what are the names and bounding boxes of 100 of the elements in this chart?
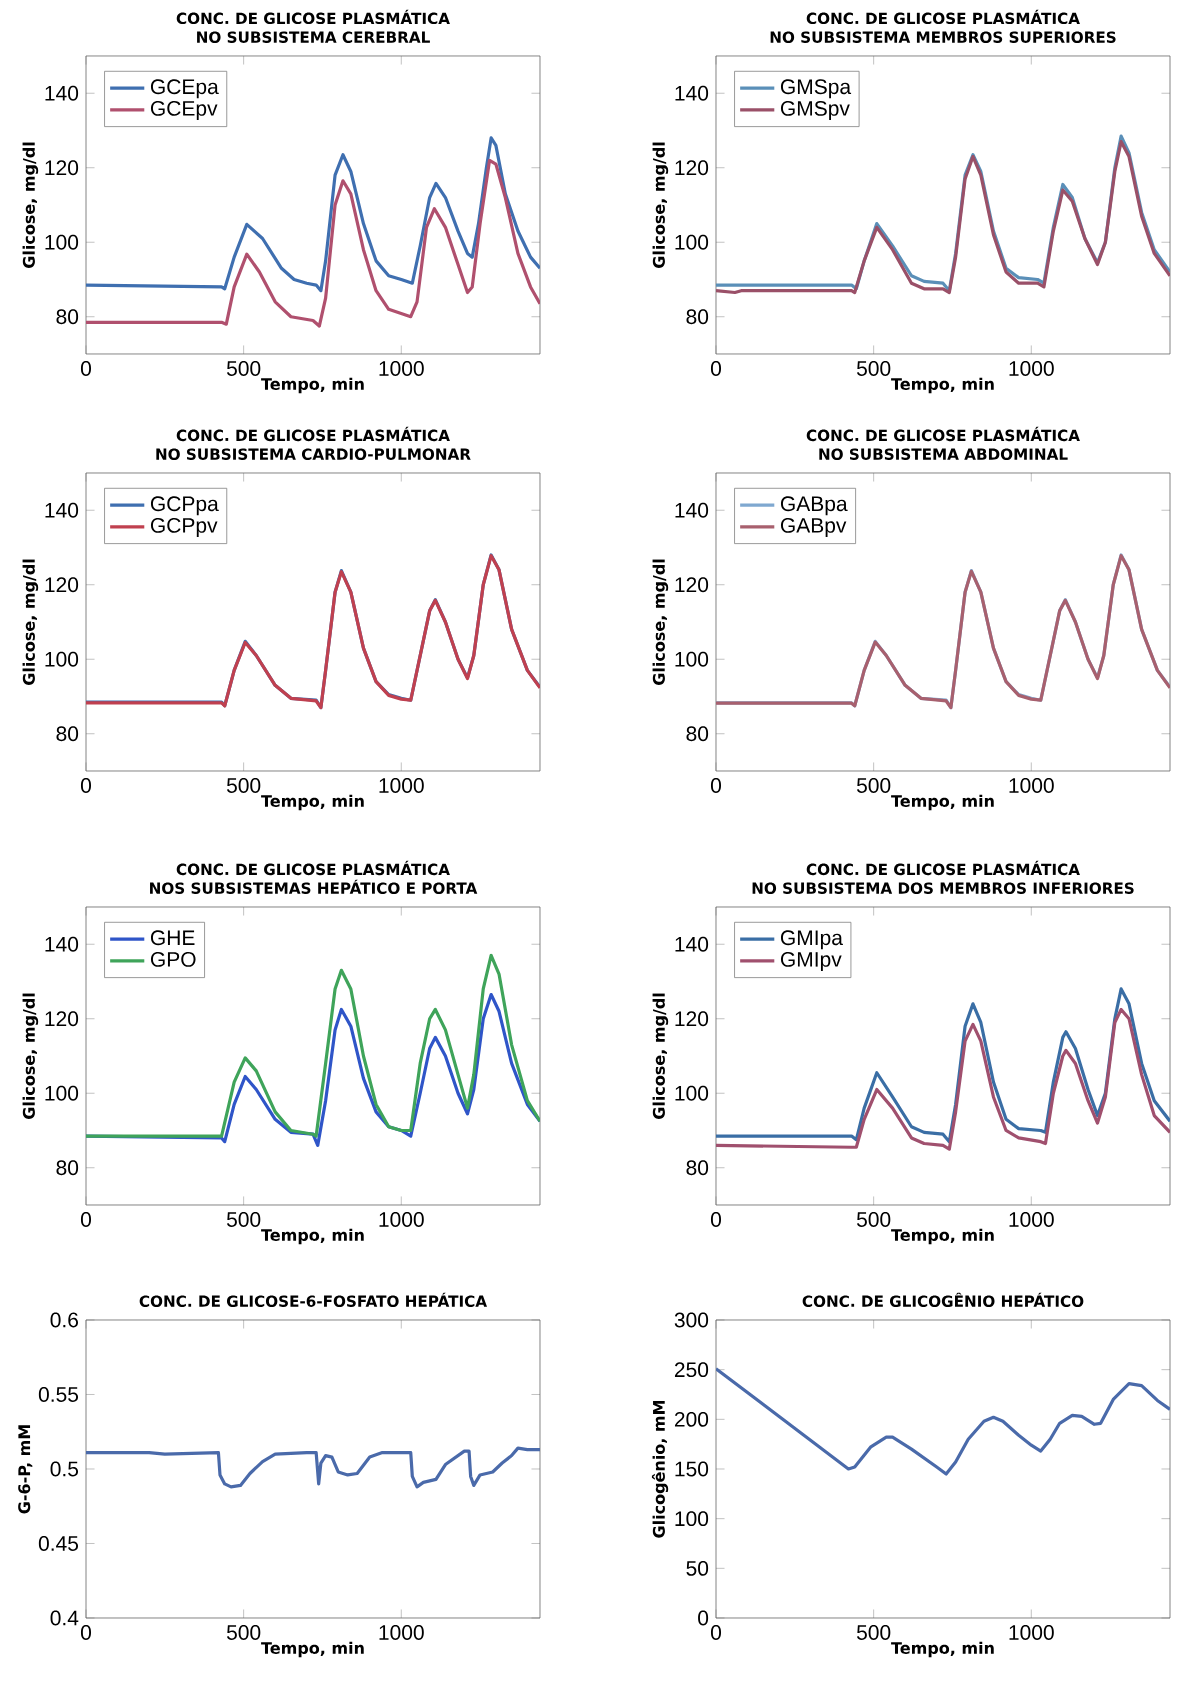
y-tick-label: 0 — [698, 1610, 709, 1626]
x-axis-title: Tempo, min — [261, 1641, 364, 1658]
y-tick-label: 80 — [56, 726, 79, 742]
x-tick-label: 0 — [80, 1212, 92, 1227]
y-axis-title: Glicose, mg/dl — [22, 142, 39, 268]
x-axis-title: Tempo, min — [891, 1228, 994, 1245]
y-tick-label: 140 — [675, 502, 709, 518]
y-tick-label: 200 — [674, 1411, 709, 1427]
y-tick-label: 0.5 — [50, 1461, 79, 1477]
y-tick-label: 0.4 — [50, 1610, 79, 1626]
y-tick-label: 100 — [45, 651, 79, 667]
x-tick-label: 500 — [226, 1625, 261, 1640]
legend-label: GHE — [150, 930, 195, 946]
y-tick-label: 0.45 — [38, 1536, 79, 1551]
chart-subtitle: NO SUBSISTEMA DOS MEMBROS INFERIORES — [752, 882, 1134, 894]
x-tick-label: 1000 — [379, 361, 424, 376]
y-axis-title: Glicose, mg/dl — [652, 142, 669, 268]
y-tick-label: 80 — [686, 309, 709, 325]
x-axis-title: Tempo, min — [891, 377, 994, 394]
y-tick-label: 100 — [45, 1085, 79, 1101]
legend-label: GABpv — [780, 517, 847, 537]
legend-label: GMSpa — [780, 79, 852, 99]
x-tick-label: 1000 — [379, 1625, 424, 1640]
x-axis-title: Tempo, min — [261, 377, 364, 394]
x-tick-label: 1000 — [1009, 1625, 1054, 1640]
y-axis-title: Glicogênio, mM — [651, 1400, 669, 1538]
x-tick-label: 0 — [710, 1212, 722, 1227]
y-axis-title: Glicose, mg/dl — [22, 993, 39, 1119]
legend-label: GCPpa — [150, 496, 219, 516]
y-tick-label: 300 — [674, 1312, 709, 1328]
y-tick-label: 120 — [675, 577, 709, 593]
y-tick-label: 120 — [675, 1011, 709, 1027]
chart-subtitle: NO SUBSISTEMA ABDOMINAL — [819, 448, 1068, 460]
y-axis-title: Glicose, mg/dl — [22, 559, 39, 685]
chart-title: CONC. DE GLICOSE PLASMÁTICA — [176, 426, 450, 442]
chart-title: CONC. DE GLICOGÊNIO HEPÁTICO — [802, 1292, 1084, 1307]
y-axis-title: Glicose, mg/dl — [652, 559, 669, 685]
chart-subtitle: NOS SUBSISTEMAS HEPÁTICO E PORTA — [150, 879, 478, 894]
x-axis-title: Tempo, min — [891, 1641, 994, 1658]
y-tick-label: 80 — [686, 1160, 709, 1176]
y-tick-label: 0.6 — [50, 1312, 79, 1328]
y-tick-label: 250 — [674, 1362, 709, 1378]
x-tick-label: 500 — [856, 1625, 891, 1640]
x-tick-label: 500 — [226, 361, 261, 376]
y-tick-label: 100 — [45, 234, 79, 250]
y-tick-label: 80 — [56, 309, 79, 325]
legend-label: GMIpv — [780, 951, 842, 971]
x-tick-label: 1000 — [1009, 1212, 1054, 1227]
y-tick-label: 140 — [675, 85, 709, 101]
x-tick-label: 500 — [856, 361, 891, 376]
y-tick-label: 100 — [675, 1085, 709, 1101]
legend-label: GPO — [150, 951, 196, 967]
x-tick-label: 500 — [226, 1212, 261, 1227]
x-tick-label: 0 — [710, 1625, 722, 1640]
y-tick-label: 120 — [45, 160, 79, 176]
legend-label: GCEpv — [150, 100, 218, 120]
y-tick-label: 50 — [686, 1560, 709, 1576]
chart-subtitle: NO SUBSISTEMA CEREBRAL — [197, 31, 430, 43]
x-axis-title: Tempo, min — [261, 1228, 364, 1245]
chart-title: CONC. DE GLICOSE PLASMÁTICA — [806, 9, 1080, 25]
x-tick-label: 0 — [710, 361, 722, 376]
legend-label: GCEpa — [150, 79, 219, 99]
chart-title: CONC. DE GLICOSE PLASMÁTICA — [176, 860, 450, 876]
legend-label: GMSpv — [780, 100, 850, 120]
x-tick-label: 0 — [80, 778, 92, 793]
x-tick-label: 1000 — [1009, 778, 1054, 793]
x-tick-label: 500 — [226, 778, 261, 793]
x-axis-title: Tempo, min — [891, 794, 994, 811]
chart-title: CONC. DE GLICOSE-6-FOSFATO HEPÁTICA — [139, 1292, 488, 1307]
y-tick-label: 80 — [686, 726, 709, 742]
y-tick-label: 100 — [675, 651, 709, 667]
y-tick-label: 120 — [45, 1011, 79, 1027]
x-tick-label: 0 — [80, 1625, 92, 1640]
legend-label: GABpa — [780, 496, 848, 516]
x-tick-label: 1000 — [379, 1212, 424, 1227]
y-tick-label: 140 — [45, 936, 79, 952]
y-tick-label: 150 — [675, 1461, 709, 1477]
x-tick-label: 1000 — [1009, 361, 1054, 376]
x-tick-label: 500 — [856, 778, 891, 793]
y-tick-label: 120 — [45, 577, 79, 593]
chart-subtitle: NO SUBSISTEMA MEMBROS SUPERIORES — [770, 31, 1116, 43]
x-axis-title: Tempo, min — [261, 794, 364, 811]
chart-subtitle: NO SUBSISTEMA CARDIO-PULMONAR — [156, 448, 471, 460]
x-tick-label: 0 — [710, 778, 722, 793]
y-tick-label: 100 — [675, 234, 709, 250]
y-tick-label: 140 — [45, 502, 79, 518]
y-tick-label: 80 — [56, 1160, 79, 1176]
x-tick-label: 500 — [856, 1212, 891, 1227]
x-tick-label: 0 — [80, 361, 92, 376]
y-tick-label: 100 — [675, 1511, 709, 1527]
legend-label: GCPpv — [150, 517, 218, 537]
chart-title: CONC. DE GLICOSE PLASMÁTICA — [806, 426, 1080, 442]
chart-title: CONC. DE GLICOSE PLASMÁTICA — [176, 9, 450, 25]
legend-label: GMIpa — [780, 930, 843, 950]
y-tick-label: 140 — [675, 936, 709, 952]
y-axis-title: Glicose, mg/dl — [652, 993, 669, 1119]
chart-title: CONC. DE GLICOSE PLASMÁTICA — [806, 860, 1080, 876]
y-axis-title: G-6-P, mM — [18, 1425, 33, 1514]
y-tick-label: 0.55 — [38, 1387, 79, 1402]
y-tick-label: 120 — [675, 160, 709, 176]
